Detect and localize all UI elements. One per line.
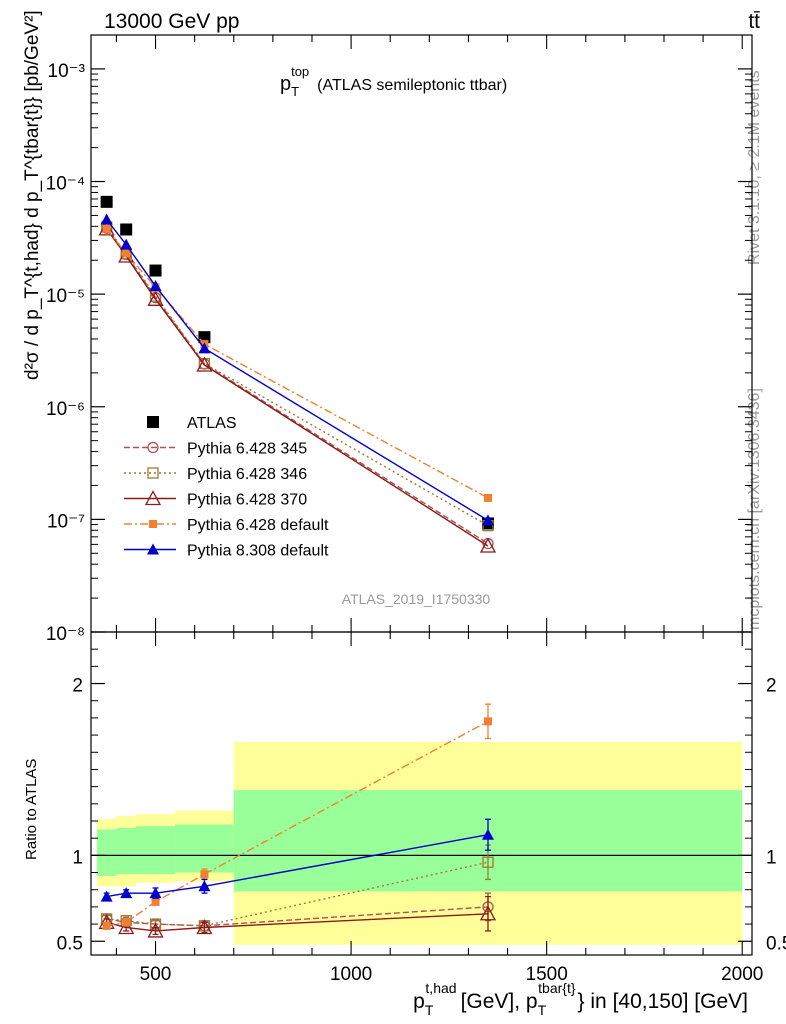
y-tick-label: 10⁻⁷ xyxy=(47,511,85,532)
y-tick-label: 10⁻⁶ xyxy=(46,399,85,420)
series-line xyxy=(106,228,489,547)
main-title: pTtop(ATLAS semileptonic ttbar) xyxy=(280,64,507,99)
data-point xyxy=(149,264,162,277)
uncertainty-band xyxy=(135,826,176,875)
ratio-point xyxy=(120,887,133,899)
legend-marker xyxy=(147,467,159,479)
data-point xyxy=(479,537,497,553)
ratio-y-tick-label: 1 xyxy=(72,847,83,868)
data-point xyxy=(483,493,492,502)
legend-marker xyxy=(144,490,162,506)
x-tick-label: 2000 xyxy=(721,964,763,985)
y-tick-label: 10⁻³ xyxy=(48,61,86,82)
legend-marker xyxy=(147,543,159,555)
x-tick-label: 1500 xyxy=(526,964,568,985)
data-point xyxy=(120,238,133,250)
ratio-point xyxy=(147,922,164,938)
legend-label: Pythia 6.428 370 xyxy=(187,492,307,509)
legend-entry: ATLAS xyxy=(147,415,237,432)
uncertainty-band xyxy=(175,824,234,873)
ratio-point xyxy=(481,828,494,840)
series-pythia-8-308-default xyxy=(100,213,494,526)
legend-entry: Pythia 8.308 default xyxy=(124,543,329,560)
process-label: tt̄ xyxy=(748,10,760,33)
y-tick-label: 10⁻⁴ xyxy=(46,174,85,195)
ratio-y-tick-label-right: 2 xyxy=(766,676,777,697)
x-axis-label: pTt,had[GeV], pTtbar{t}} in [40,150] [Ge… xyxy=(413,980,748,1018)
ratio-y-tick-label-right: 0.5 xyxy=(766,933,786,954)
ratio-point xyxy=(483,717,492,726)
legend-entry: Pythia 6.428 370 xyxy=(124,490,307,509)
legend-entry: Pythia 6.428 346 xyxy=(124,466,307,483)
legend-marker xyxy=(147,416,159,428)
data-point xyxy=(198,342,211,354)
legend-entry: Pythia 6.428 default xyxy=(124,517,329,534)
legend-label: Pythia 6.428 346 xyxy=(187,466,307,483)
ratio-y-axis-label: Ratio to ATLAS xyxy=(23,759,40,860)
data-point xyxy=(147,290,164,306)
legend-label: Pythia 6.428 default xyxy=(187,517,329,534)
legend-label: Pythia 8.308 default xyxy=(187,543,329,560)
ratio-point xyxy=(479,905,497,921)
legend-marker xyxy=(149,520,157,528)
series-line xyxy=(106,228,489,499)
ratio-point xyxy=(200,870,209,879)
data-point xyxy=(122,249,131,258)
ratio-y-tick-label: 0.5 xyxy=(57,933,83,954)
legend-entry: Pythia 6.428 345 xyxy=(124,441,307,458)
main-panel: pTtop(ATLAS semileptonic ttbar) ATLAS_20… xyxy=(22,10,753,645)
y-tick-label: 10⁻⁸ xyxy=(46,624,85,645)
series-line xyxy=(106,226,489,527)
uncertainty-band xyxy=(116,827,136,875)
x-tick-label: 1000 xyxy=(330,964,372,985)
ratio-frame xyxy=(90,631,753,956)
data-point xyxy=(120,223,133,236)
ratio-point xyxy=(118,919,135,935)
uncertainty-band xyxy=(96,829,117,876)
ratio-series-pythia-8-308-default xyxy=(100,818,494,902)
ratio-point xyxy=(102,921,111,930)
ratio-point xyxy=(122,918,131,927)
main-y-axis-label: d²σ / d p_T^{t,had} d p_T^{tbar{t}} [pb/… xyxy=(22,10,43,380)
data-point xyxy=(100,195,113,208)
ratio-y-tick-label-right: 1 xyxy=(766,847,777,868)
mcplots-label: mcplots.cern.ch [arXiv:1306.3436] xyxy=(746,388,763,630)
legend: ATLAS Pythia 6.428 345 Pythia 6.428 346 Pyt… xyxy=(124,415,329,560)
data-point xyxy=(102,224,111,233)
ratio-point xyxy=(196,919,213,935)
analysis-label: ATLAS_2019_I1750330 xyxy=(342,591,491,607)
data-point xyxy=(100,213,113,225)
data-point xyxy=(196,356,213,372)
energy-label: 13000 GeV pp xyxy=(104,10,239,33)
y-tick-label: 10⁻⁵ xyxy=(46,286,85,307)
data-point xyxy=(149,280,162,292)
legend-marker xyxy=(147,441,159,454)
ratio-point xyxy=(198,880,211,892)
data-point xyxy=(481,514,494,526)
ratio-point xyxy=(149,887,162,899)
ratio-point xyxy=(100,890,113,902)
ratio-point xyxy=(482,856,494,868)
ratio-y-tick-label: 2 xyxy=(72,676,83,697)
ratio-panel: 0.5 0.5 1 1 2 2 500 1000 1500 2000 Ratio to ATLA… xyxy=(23,631,786,1018)
rivet-label: Rivet 3.1.10, ≥ 2.1M events xyxy=(746,70,763,265)
ratio-point xyxy=(151,897,160,906)
x-tick-label: 500 xyxy=(140,964,172,985)
legend-label: Pythia 6.428 345 xyxy=(187,441,307,458)
legend-label: ATLAS xyxy=(187,415,237,432)
